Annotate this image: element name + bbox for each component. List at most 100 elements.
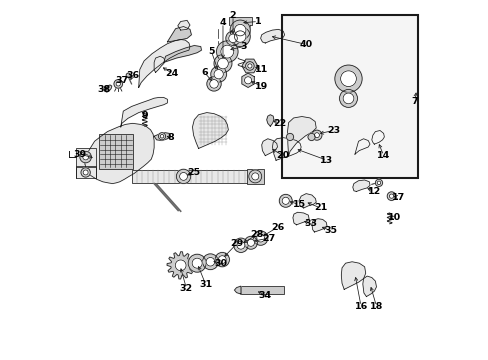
Text: 20: 20 — [276, 151, 289, 160]
Polygon shape — [272, 138, 301, 160]
Polygon shape — [266, 115, 273, 126]
Circle shape — [210, 66, 226, 82]
Circle shape — [188, 254, 206, 272]
Bar — [241, 286, 284, 294]
Circle shape — [343, 93, 353, 104]
Polygon shape — [261, 139, 277, 156]
Circle shape — [206, 257, 214, 266]
Text: 17: 17 — [391, 193, 405, 202]
Polygon shape — [121, 98, 167, 127]
Circle shape — [215, 252, 229, 267]
Text: 4: 4 — [219, 18, 226, 27]
Circle shape — [234, 31, 245, 42]
Bar — [99, 134, 133, 168]
Text: 33: 33 — [304, 219, 317, 228]
Polygon shape — [104, 85, 112, 92]
Text: 12: 12 — [367, 187, 380, 196]
Circle shape — [256, 234, 264, 242]
Text: 32: 32 — [180, 284, 193, 293]
Circle shape — [234, 24, 245, 36]
Circle shape — [251, 173, 258, 180]
Polygon shape — [260, 30, 284, 43]
Circle shape — [375, 179, 382, 186]
Circle shape — [217, 58, 228, 69]
Bar — [247, 169, 263, 184]
Text: 16: 16 — [354, 302, 367, 311]
Text: 22: 22 — [272, 119, 285, 128]
Circle shape — [214, 69, 223, 79]
Circle shape — [81, 168, 90, 177]
Circle shape — [179, 172, 187, 180]
Polygon shape — [354, 139, 369, 154]
Polygon shape — [242, 73, 254, 87]
Text: 18: 18 — [369, 302, 383, 311]
Bar — [76, 167, 96, 178]
Text: 38: 38 — [97, 85, 110, 94]
Circle shape — [244, 236, 257, 249]
Text: 25: 25 — [187, 168, 201, 177]
Circle shape — [386, 192, 395, 201]
Text: 31: 31 — [199, 280, 212, 289]
Polygon shape — [139, 40, 190, 87]
Circle shape — [116, 82, 120, 86]
Text: 7: 7 — [411, 96, 417, 105]
Text: 11: 11 — [255, 65, 268, 74]
Circle shape — [216, 41, 238, 62]
Text: 14: 14 — [376, 151, 389, 160]
Circle shape — [247, 64, 251, 68]
Text: 34: 34 — [258, 291, 271, 300]
Circle shape — [237, 241, 244, 249]
Circle shape — [209, 80, 218, 88]
Circle shape — [160, 134, 163, 138]
Circle shape — [82, 154, 88, 160]
Text: 27: 27 — [262, 234, 275, 243]
Circle shape — [221, 45, 233, 58]
Text: 28: 28 — [250, 230, 263, 239]
Polygon shape — [341, 262, 365, 289]
Text: 37: 37 — [115, 76, 128, 85]
Circle shape — [202, 254, 218, 270]
Circle shape — [279, 194, 292, 207]
Polygon shape — [234, 286, 241, 294]
Circle shape — [158, 133, 165, 140]
Text: 19: 19 — [255, 82, 268, 91]
Circle shape — [114, 80, 122, 88]
Text: 13: 13 — [320, 156, 333, 165]
Text: 6: 6 — [201, 68, 207, 77]
Polygon shape — [292, 212, 308, 225]
Polygon shape — [85, 123, 154, 184]
Text: 36: 36 — [126, 71, 139, 80]
Bar — [131, 170, 247, 183]
Circle shape — [230, 20, 250, 40]
Circle shape — [83, 170, 88, 175]
Text: 23: 23 — [326, 126, 339, 135]
Text: 30: 30 — [214, 259, 227, 268]
Circle shape — [282, 197, 289, 204]
Text: 9: 9 — [141, 111, 148, 120]
Polygon shape — [362, 276, 376, 297]
Text: 24: 24 — [165, 69, 178, 78]
Polygon shape — [163, 45, 201, 62]
Circle shape — [339, 89, 357, 107]
Bar — [282, 15, 418, 178]
Polygon shape — [154, 56, 164, 72]
Circle shape — [307, 134, 314, 140]
Circle shape — [286, 134, 293, 140]
Circle shape — [244, 77, 251, 84]
Text: 8: 8 — [167, 133, 174, 142]
Circle shape — [225, 31, 240, 45]
Circle shape — [228, 34, 237, 42]
Polygon shape — [298, 194, 316, 208]
Circle shape — [218, 256, 226, 264]
Text: 1: 1 — [254, 17, 261, 26]
Text: 2: 2 — [229, 11, 236, 20]
Polygon shape — [178, 21, 190, 30]
Circle shape — [314, 133, 319, 138]
Circle shape — [245, 62, 254, 70]
Text: 5: 5 — [208, 47, 214, 56]
Circle shape — [176, 169, 190, 184]
Circle shape — [311, 130, 321, 140]
Circle shape — [248, 170, 261, 183]
Text: 15: 15 — [292, 200, 305, 209]
Circle shape — [80, 151, 91, 163]
